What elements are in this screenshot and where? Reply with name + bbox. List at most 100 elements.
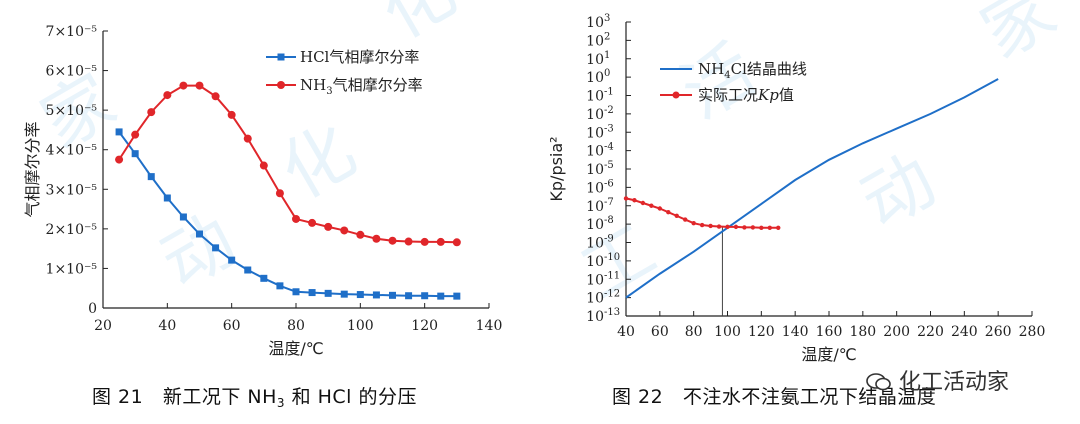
y-tick-label: 7×10⁻⁵ xyxy=(46,24,98,40)
x-tick-label: 160 xyxy=(816,324,843,340)
data-point xyxy=(657,206,663,211)
series-line-0 xyxy=(118,131,457,298)
y-tick-label: 10 xyxy=(586,89,604,105)
y-tick-exponent: -2 xyxy=(604,105,614,116)
data-point xyxy=(666,209,671,215)
left-caption: 图 21 新工况下 NH3 和 HCl 的分压 xyxy=(92,382,417,410)
y-axis-label: 气相摩尔分率 xyxy=(23,121,42,217)
y-tick-exponent: -9 xyxy=(604,234,614,245)
right-caption-text: 不注水不注氨工况下结晶温度 xyxy=(682,386,937,408)
data-point xyxy=(163,91,172,100)
data-point xyxy=(767,225,772,230)
x-tick-label: 100 xyxy=(714,324,741,340)
data-point xyxy=(683,217,688,222)
y-tick-label: 10 xyxy=(586,162,604,178)
data-point xyxy=(244,266,252,274)
x-tick-label: 80 xyxy=(287,318,305,334)
x-tick-label: 100 xyxy=(347,318,374,334)
data-point xyxy=(340,226,349,235)
y-tick-label: 0 xyxy=(88,301,97,317)
y-axis-label: Kp/psia² xyxy=(547,136,566,201)
x-tick-label: 180 xyxy=(849,324,876,340)
y-tick-exponent: 3 xyxy=(604,13,610,24)
data-point xyxy=(389,291,396,299)
data-point xyxy=(227,110,236,119)
y-tick-label: 10 xyxy=(586,125,604,141)
data-point xyxy=(356,291,364,299)
data-point xyxy=(308,218,317,227)
y-tick-label: 3×10⁻⁵ xyxy=(46,182,98,198)
x-axis-label: 温度/℃ xyxy=(268,339,323,358)
y-tick-label: 1×10⁻⁵ xyxy=(46,261,98,277)
data-point xyxy=(742,225,747,230)
y-tick-label: 10 xyxy=(586,107,604,123)
y-tick-label: 2×10⁻⁵ xyxy=(46,222,98,238)
x-tick-label: 140 xyxy=(476,318,503,334)
data-point xyxy=(404,237,413,246)
data-point xyxy=(750,225,756,230)
left-caption-sub: 3 xyxy=(276,396,286,410)
y-tick-label: 10 xyxy=(586,180,604,196)
data-point xyxy=(196,230,203,238)
data-point xyxy=(388,236,397,245)
y-tick-exponent: 2 xyxy=(604,31,610,42)
data-point xyxy=(632,198,637,203)
data-point xyxy=(179,81,188,90)
legend-marker xyxy=(277,53,285,61)
y-tick-exponent: -10 xyxy=(604,252,620,263)
x-tick-label: 200 xyxy=(883,324,910,340)
data-point xyxy=(356,230,365,239)
x-tick-label: 120 xyxy=(748,324,775,340)
x-tick-label: 280 xyxy=(1019,324,1046,340)
data-point xyxy=(372,234,381,243)
y-tick-exponent: -7 xyxy=(604,197,614,208)
y-tick-label: 10 xyxy=(586,33,604,49)
data-point xyxy=(163,194,171,202)
left-caption-text-b: 和 HCl 的分压 xyxy=(285,386,417,408)
x-tick-label: 240 xyxy=(951,324,978,340)
y-tick-label: 10 xyxy=(586,217,604,233)
data-point xyxy=(243,134,252,143)
right-figure: 40 60 80 100 120 140 160 180 200 220 240 260 280 10 3 1… xyxy=(540,0,1080,424)
y-tick-exponent: 1 xyxy=(604,50,610,61)
y-tick-label: 6×10⁻⁵ xyxy=(46,64,98,80)
watermark-label: 化工活动家 xyxy=(899,370,1010,395)
right-caption-fig: 图 22 xyxy=(612,386,664,408)
data-point xyxy=(324,222,333,231)
data-point xyxy=(115,128,123,136)
left-caption-text-a: 新工况下 NH xyxy=(162,386,277,408)
x-tick-label: 260 xyxy=(985,324,1012,340)
x-tick-label: 80 xyxy=(685,324,703,340)
y-tick-exponent: -1 xyxy=(604,87,614,98)
data-point xyxy=(259,161,268,170)
data-point xyxy=(340,290,348,298)
data-point xyxy=(260,274,268,282)
y-tick-exponent: -12 xyxy=(604,289,620,300)
y-tick-label: 10 xyxy=(586,15,604,31)
data-point xyxy=(708,223,713,229)
y-tick-exponent: -13 xyxy=(604,307,620,318)
data-point xyxy=(716,224,722,229)
y-tick-exponent: -3 xyxy=(604,123,614,134)
x-tick-label: 220 xyxy=(917,324,944,340)
legend-label: NH4Cl结晶曲线 xyxy=(698,60,807,81)
data-point xyxy=(674,213,679,219)
data-point xyxy=(211,92,220,101)
data-point xyxy=(195,81,204,90)
y-tick-label: 5×10⁻⁵ xyxy=(46,103,98,119)
data-point xyxy=(212,244,220,252)
y-tick-label: 10 xyxy=(586,236,604,252)
x-axis-label: 温度/℃ xyxy=(801,345,856,364)
data-point xyxy=(275,189,284,198)
legend-label: NH3气相摩尔分率 xyxy=(300,76,423,97)
legend-marker xyxy=(672,91,680,99)
y-tick-exponent: -8 xyxy=(604,215,614,226)
data-point xyxy=(436,237,445,246)
y-tick-exponent: -11 xyxy=(604,270,620,281)
y-tick-label: 4×10⁻⁵ xyxy=(46,143,98,159)
legend-label: HCl气相摩尔分率 xyxy=(300,48,419,66)
x-tick-label: 60 xyxy=(223,318,241,334)
y-tick-label: 10 xyxy=(586,144,604,160)
data-point xyxy=(453,292,461,300)
